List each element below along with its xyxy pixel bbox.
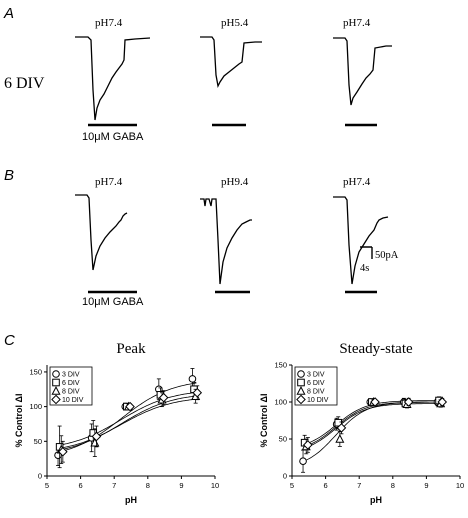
legend-marker (297, 370, 305, 378)
legend-entry: 10 DIV (307, 397, 329, 404)
data-point (58, 446, 68, 457)
scale-time-label: 4s (360, 263, 369, 274)
data-point (370, 397, 380, 407)
current-trace-a2 (200, 36, 262, 89)
scale-current-label: 50pA (375, 250, 399, 261)
x-tick-label: 6 (79, 481, 83, 490)
data-point (158, 392, 169, 403)
chart-title: Steady-state (339, 341, 413, 357)
data-point (91, 431, 102, 442)
data-point (188, 375, 197, 383)
x-tick-label: 7 (112, 481, 116, 490)
fit-curve (60, 398, 197, 449)
x-tick-label: 5 (290, 481, 294, 490)
panel-b: B pH7.4 pH9.4 pH7.4 10μM GABA 50pA 4s (4, 167, 399, 308)
y-tick-label: 50 (34, 437, 42, 446)
y-tick-label: 50 (279, 435, 287, 444)
ph-label-b1: pH7.4 (95, 176, 123, 188)
x-tick-label: 8 (391, 481, 395, 490)
data-point (125, 401, 135, 412)
current-trace-b2 (200, 198, 252, 285)
legend-marker (296, 386, 306, 395)
x-axis-label: pH (370, 495, 382, 505)
y-tick-label: 150 (274, 361, 287, 370)
x-tick-label: 9 (424, 481, 428, 490)
panel-a: A 6 DIV pH7.4 pH5.4 pH7.4 10μM GABA (3, 5, 392, 143)
panel-letter-a: A (3, 5, 14, 22)
data-point (303, 440, 313, 450)
panel-letter-c: C (4, 332, 15, 349)
x-tick-label: 7 (357, 481, 361, 490)
legend-marker (296, 394, 306, 405)
y-tick-label: 0 (283, 472, 287, 481)
gaba-label-a: 10μM GABA (82, 131, 144, 143)
legend-marker (52, 378, 60, 387)
ph-label-a2: pH5.4 (221, 17, 249, 29)
data-point (403, 397, 414, 407)
legend-marker (51, 394, 61, 405)
data-point (335, 434, 345, 443)
fit-curve (60, 395, 197, 451)
fit-curve (305, 403, 442, 449)
legend-entry: 10 DIV (62, 397, 84, 404)
fit-curve (305, 401, 442, 447)
scale-bar (360, 246, 373, 259)
current-trace-b1 (75, 194, 128, 271)
ph-label-a1: pH7.4 (95, 17, 123, 29)
x-tick-label: 10 (211, 481, 219, 490)
fit-curve (60, 392, 197, 446)
current-trace-a1 (75, 36, 151, 121)
x-tick-label: 5 (45, 481, 49, 490)
x-tick-label: 6 (324, 481, 328, 490)
legend-marker (51, 386, 61, 395)
x-tick-label: 10 (456, 481, 464, 490)
x-axis-label: pH (125, 495, 137, 505)
legend-marker (52, 370, 60, 378)
panel-letter-b: B (4, 167, 14, 184)
legend-entry: 3 DIV (307, 372, 325, 379)
y-tick-label: 100 (29, 402, 42, 411)
gaba-label-b: 10μM GABA (82, 296, 144, 308)
data-point (437, 397, 448, 407)
legend-marker (297, 378, 305, 387)
legend-entry: 3 DIV (62, 372, 80, 379)
current-trace-b3 (333, 196, 389, 285)
chart-title: Peak (116, 341, 146, 357)
ph-label-a3: pH7.4 (343, 17, 371, 29)
y-tick-label: 0 (38, 472, 42, 481)
legend-entry: 8 DIV (307, 389, 325, 396)
fit-curve (305, 401, 442, 461)
ph-label-b2: pH9.4 (221, 176, 249, 188)
y-tick-label: 150 (29, 367, 42, 376)
ph-label-b3: pH7.4 (343, 176, 371, 188)
y-tick-label: 100 (274, 398, 287, 407)
x-tick-label: 8 (146, 481, 150, 490)
data-point (336, 423, 347, 433)
data-point (299, 457, 307, 466)
current-trace-a3 (333, 37, 392, 106)
x-tick-label: 9 (179, 481, 183, 490)
y-axis-label: % Control ΔI (14, 394, 24, 448)
legend-entry: 6 DIV (62, 380, 80, 387)
legend-entry: 6 DIV (307, 380, 325, 387)
legend-entry: 8 DIV (62, 389, 80, 396)
row-label-6div: 6 DIV (4, 75, 45, 92)
y-axis-label: % Control ΔI (259, 394, 269, 448)
data-point (192, 387, 203, 398)
